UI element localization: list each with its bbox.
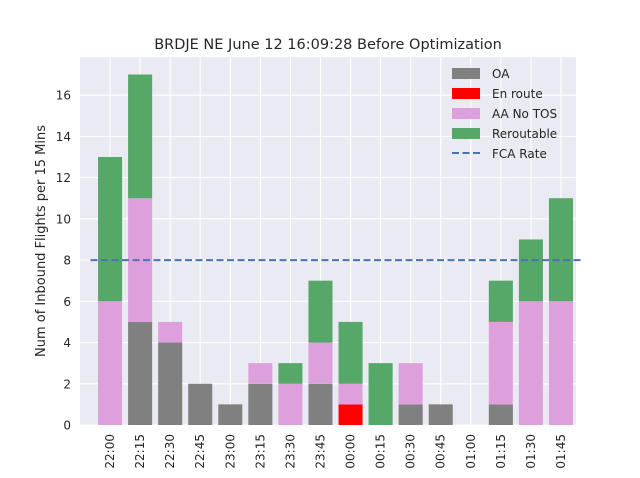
bar-oa-2245 [188,383,213,425]
chart-title: BRDJE NE June 12 16:09:28 Before Optimiz… [154,37,502,53]
legend-swatch [452,128,480,139]
legend-swatch [452,88,480,99]
y-axis-ticks: 0 2 4 6 8 10 12 14 16 [56,89,71,433]
legend-label: AA No TOS [492,107,557,121]
bar-reroutable-2215 [128,74,153,199]
bar-oa-2315 [248,383,273,425]
bar-reroutable-2345 [308,280,333,343]
bar-reroutable-0015 [368,363,393,425]
x-tick-label: 22:15 [133,434,147,469]
legend-label: OA [492,67,510,81]
y-tick-label: 10 [56,212,71,226]
bar-oa-2215 [128,321,153,425]
bar-reroutable-0145 [548,198,573,302]
legend-label: Reroutable [492,127,557,141]
bar-en-route-0000 [338,404,363,425]
x-tick-label: 22:45 [193,434,207,469]
bar-reroutable-0130 [518,239,543,302]
x-tick-label: 00:45 [434,434,448,469]
x-tick-label: 00:30 [404,434,418,469]
legend-label: En route [492,87,543,101]
bar-reroutable-2330 [278,363,303,384]
bars [98,74,573,425]
x-tick-label: 01:45 [554,434,568,469]
x-tick-label: 23:00 [223,434,237,469]
y-tick-label: 16 [56,89,71,103]
bar-aa-no-tos-2200 [98,301,123,425]
bar-oa-0115 [488,404,513,425]
bar-reroutable-0000 [338,321,363,384]
bar-aa-no-tos-0000 [338,383,363,405]
x-tick-label: 00:00 [344,434,358,469]
y-tick-label: 4 [63,336,71,350]
x-tick-label: 01:15 [494,434,508,469]
y-tick-label: 6 [63,295,71,309]
bar-oa-2300 [218,404,243,425]
bar-oa-0045 [428,404,453,425]
bar-reroutable-2200 [98,156,123,302]
x-tick-label: 01:30 [524,434,538,469]
x-tick-label: 01:00 [464,434,478,469]
x-tick-label: 22:00 [103,434,117,469]
y-tick-label: 2 [63,377,71,391]
legend-swatch [452,68,480,79]
x-tick-label: 23:15 [253,434,267,469]
bar-aa-no-tos-2230 [158,321,183,343]
x-tick-label: 23:45 [313,434,327,469]
bar-aa-no-tos-2315 [248,363,273,384]
bar-aa-no-tos-0145 [548,301,573,425]
bar-aa-no-tos-0030 [398,363,423,405]
bar-aa-no-tos-2345 [308,342,333,384]
bar-reroutable-0115 [488,280,513,322]
bar-aa-no-tos-0115 [488,321,513,405]
y-tick-label: 0 [63,419,71,433]
x-axis-ticks: 22:00 22:15 22:30 22:45 23:00 23:15 23:30 23:45… [103,434,568,469]
bar-oa-0030 [398,404,423,425]
legend-swatch [452,108,480,119]
y-tick-label: 8 [63,254,71,268]
legend: OA En route AA No TOS Reroutable FCA Rate [452,67,557,161]
bar-oa-2230 [158,342,183,425]
x-tick-label: 23:30 [283,434,297,469]
x-tick-label: 22:30 [163,434,177,469]
bar-aa-no-tos-2330 [278,383,303,425]
y-axis-label: Num of Inbound Flights per 15 Mins [34,125,49,357]
y-tick-label: 12 [56,171,71,185]
y-tick-label: 14 [56,130,71,144]
x-tick-label: 00:15 [374,434,388,469]
legend-label: FCA Rate [492,147,547,161]
bar-aa-no-tos-0130 [518,301,543,425]
bar-oa-2345 [308,383,333,425]
